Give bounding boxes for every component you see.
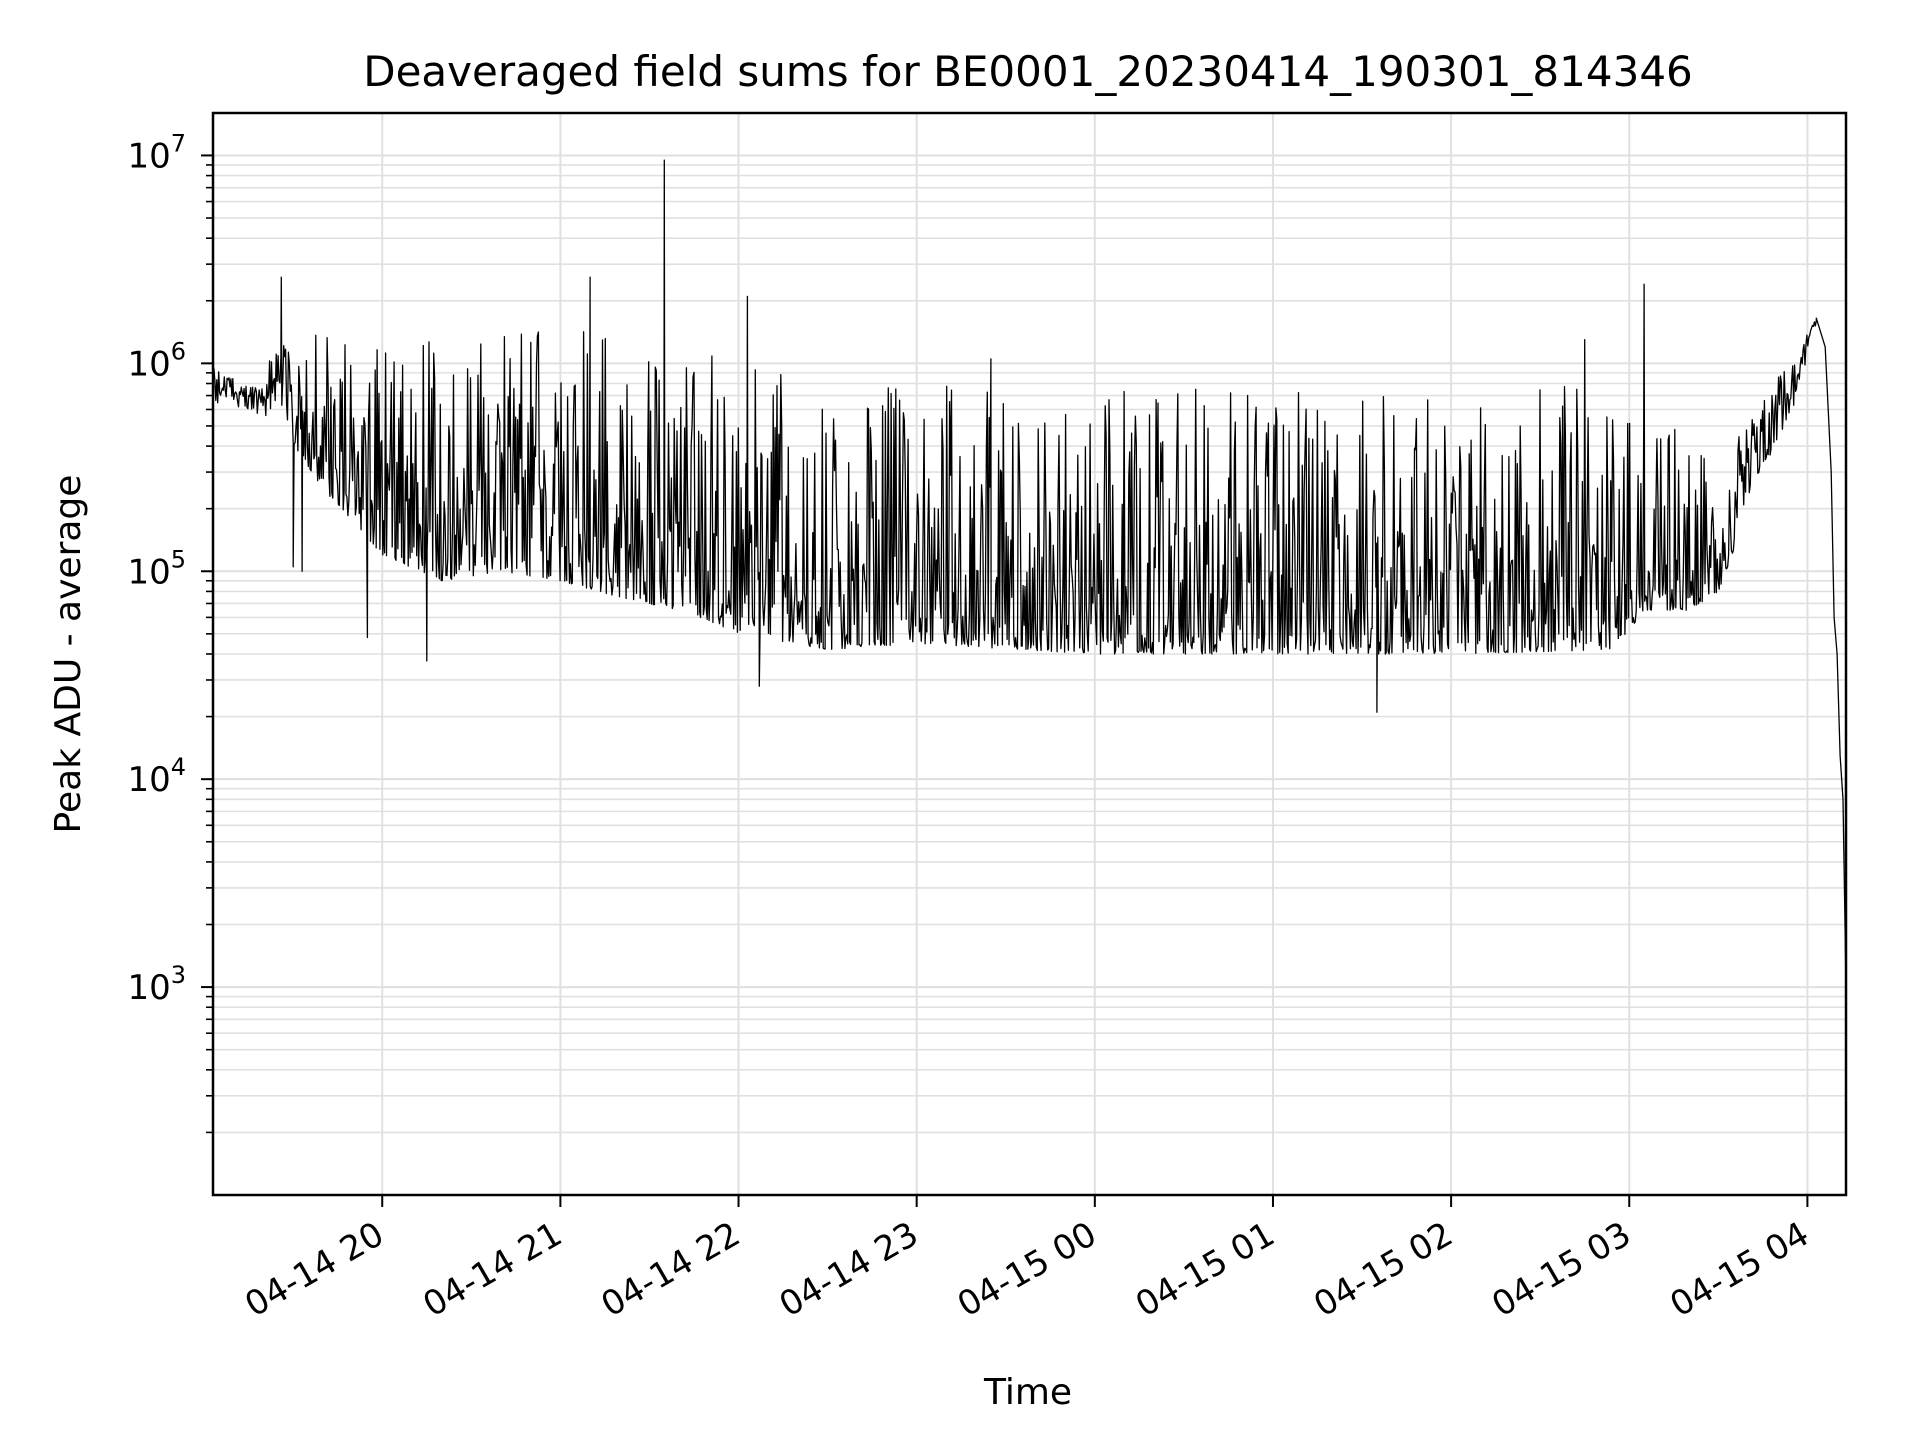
y-tick-label: 103 [127, 961, 186, 1008]
x-tick-label: 04-15 00 [951, 1214, 1103, 1325]
x-tick-label: 04-15 04 [1664, 1214, 1816, 1325]
x-tick-label: 04-14 21 [416, 1214, 568, 1325]
x-tick-label: 04-15 01 [1129, 1214, 1281, 1325]
y-tick-label: 105 [127, 545, 186, 592]
y-tick-label: 106 [127, 337, 186, 384]
x-tick-label: 04-14 22 [595, 1214, 747, 1325]
chart-title: Deaveraged field sums for BE0001_2023041… [363, 47, 1693, 96]
series-line [212, 159, 1847, 988]
plot-frame [211, 111, 1848, 1197]
x-tick-label: 04-15 03 [1485, 1214, 1637, 1325]
y-tick-label: 107 [127, 129, 186, 176]
x-tick-label: 04-14 20 [238, 1214, 390, 1325]
y-axis-label: Peak ADU - average [48, 475, 89, 834]
grid-major [213, 113, 1846, 1195]
x-tick-label: 04-14 23 [773, 1214, 925, 1325]
x-axis-label: Time [983, 1372, 1072, 1413]
x-axis: 04-14 20 04-14 21 04-14 22 04-14 23 04-15 00… [238, 1195, 1816, 1325]
y-axis: 103 104 105 106 107 [127, 129, 213, 1008]
x-tick-label: 04-15 02 [1307, 1214, 1459, 1325]
y-tick-label: 104 [127, 753, 186, 800]
